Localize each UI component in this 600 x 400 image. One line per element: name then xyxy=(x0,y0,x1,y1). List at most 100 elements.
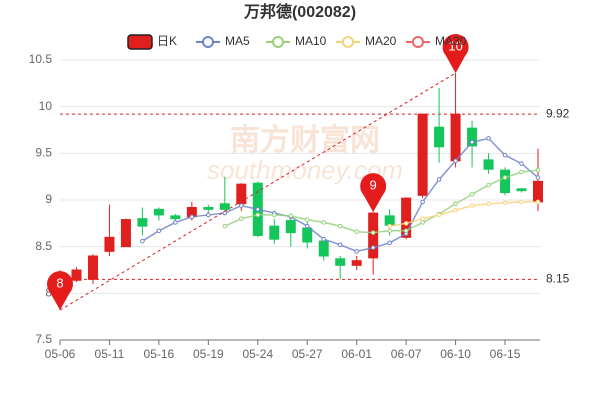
ma-point xyxy=(206,212,211,218)
legend-label: MA5 xyxy=(225,34,250,48)
ma-point xyxy=(337,242,343,248)
marker-label: 10 xyxy=(448,39,462,54)
marker-label: 9 xyxy=(370,178,377,193)
chart-title: 万邦德(002082) xyxy=(243,2,356,21)
candle-body xyxy=(533,180,543,203)
candle-body xyxy=(285,220,296,234)
marker-pin xyxy=(47,271,74,311)
ma-point xyxy=(304,223,310,229)
ma-point xyxy=(189,214,195,220)
marker-label: 8 xyxy=(56,276,63,291)
candle-body xyxy=(384,215,395,226)
x-tick-label: 05-24 xyxy=(242,347,273,361)
candle-body xyxy=(203,206,214,210)
ma-point xyxy=(519,199,524,205)
candle-body xyxy=(500,169,511,194)
x-tick-label: 05-06 xyxy=(45,347,76,361)
ma-point xyxy=(420,199,425,205)
ma-point xyxy=(222,210,228,216)
y-tick-label: 8.5 xyxy=(35,239,52,253)
ma-point xyxy=(453,158,458,164)
watermark-text: 南方财富网 xyxy=(230,123,380,157)
x-tick-label: 06-10 xyxy=(440,347,471,361)
ma-point xyxy=(173,220,178,225)
candle-body xyxy=(335,258,346,266)
ma-point xyxy=(469,192,475,197)
ma-point xyxy=(321,236,327,242)
candle-body xyxy=(153,208,164,216)
candle-body xyxy=(351,260,362,266)
ma-point xyxy=(469,139,475,145)
candle-body xyxy=(236,183,247,205)
reference-label: 9.92 xyxy=(546,106,570,120)
candle-body xyxy=(318,240,329,257)
ma-point xyxy=(239,203,244,208)
ma-point xyxy=(403,221,409,226)
candle-body xyxy=(120,219,131,248)
ma-point xyxy=(156,228,162,234)
candle-body xyxy=(434,126,445,148)
x-tick-label: 05-16 xyxy=(144,347,175,361)
x-tick-label: 05-19 xyxy=(193,347,224,361)
ma-point xyxy=(304,217,310,222)
ma-point xyxy=(387,240,392,246)
ma-point xyxy=(436,177,442,182)
ma-point xyxy=(387,228,392,234)
ma-point xyxy=(436,212,442,218)
legend-label: MA30 xyxy=(435,34,467,48)
x-tick-label: 06-07 xyxy=(391,347,422,361)
marker-pin xyxy=(360,173,387,213)
candle-body xyxy=(302,227,313,243)
legend-label: MA20 xyxy=(365,34,397,48)
x-tick-label: 06-01 xyxy=(341,347,372,361)
ma-point xyxy=(321,220,327,225)
legend-point xyxy=(412,36,424,48)
candle-body xyxy=(104,236,115,252)
ma-line xyxy=(224,169,539,234)
x-tick-label: 05-11 xyxy=(95,347,125,361)
ma-point xyxy=(469,203,475,208)
ma-point xyxy=(519,169,524,175)
candle-body xyxy=(137,218,148,227)
ma-point xyxy=(535,199,541,205)
ma-point xyxy=(370,230,376,235)
ma-point xyxy=(288,213,294,219)
ma-point xyxy=(519,161,524,166)
ma-point xyxy=(453,207,458,213)
reference-label: 8.15 xyxy=(546,272,570,286)
ma-point xyxy=(222,223,228,229)
ma-point xyxy=(486,201,491,207)
ma-line xyxy=(389,201,538,227)
candle-body xyxy=(219,203,230,210)
y-tick-label: 10 xyxy=(39,99,53,113)
legend-label: 日K xyxy=(157,34,177,48)
ma-point xyxy=(140,238,145,244)
ma-point xyxy=(486,182,491,188)
ma-point xyxy=(255,207,261,212)
candle-body xyxy=(71,269,82,281)
marker-pin xyxy=(442,34,469,74)
candle-body xyxy=(87,255,98,280)
ma-point xyxy=(403,228,409,234)
ma-point xyxy=(337,223,343,229)
x-tick-label: 06-15 xyxy=(490,347,521,361)
ma-point xyxy=(535,167,541,173)
candle-body xyxy=(467,127,478,147)
legend-label: MA10 xyxy=(295,34,327,48)
ma-point xyxy=(502,175,508,180)
x-tick-label: 05-27 xyxy=(292,347,323,361)
y-tick-label: 8 xyxy=(45,286,52,300)
ma-point xyxy=(502,152,508,158)
ma-point xyxy=(370,245,376,250)
ma-point xyxy=(354,229,359,235)
legend-candle-icon xyxy=(127,34,153,50)
candle-body xyxy=(269,225,280,240)
ma-point xyxy=(271,212,277,218)
candle-body xyxy=(170,215,181,220)
y-tick-label: 9 xyxy=(45,192,52,206)
ma-point xyxy=(255,212,261,218)
watermark: 南方财富网 southmoney.com xyxy=(207,123,403,185)
y-tick-label: 7.5 xyxy=(35,332,52,346)
legend-point xyxy=(272,36,284,48)
